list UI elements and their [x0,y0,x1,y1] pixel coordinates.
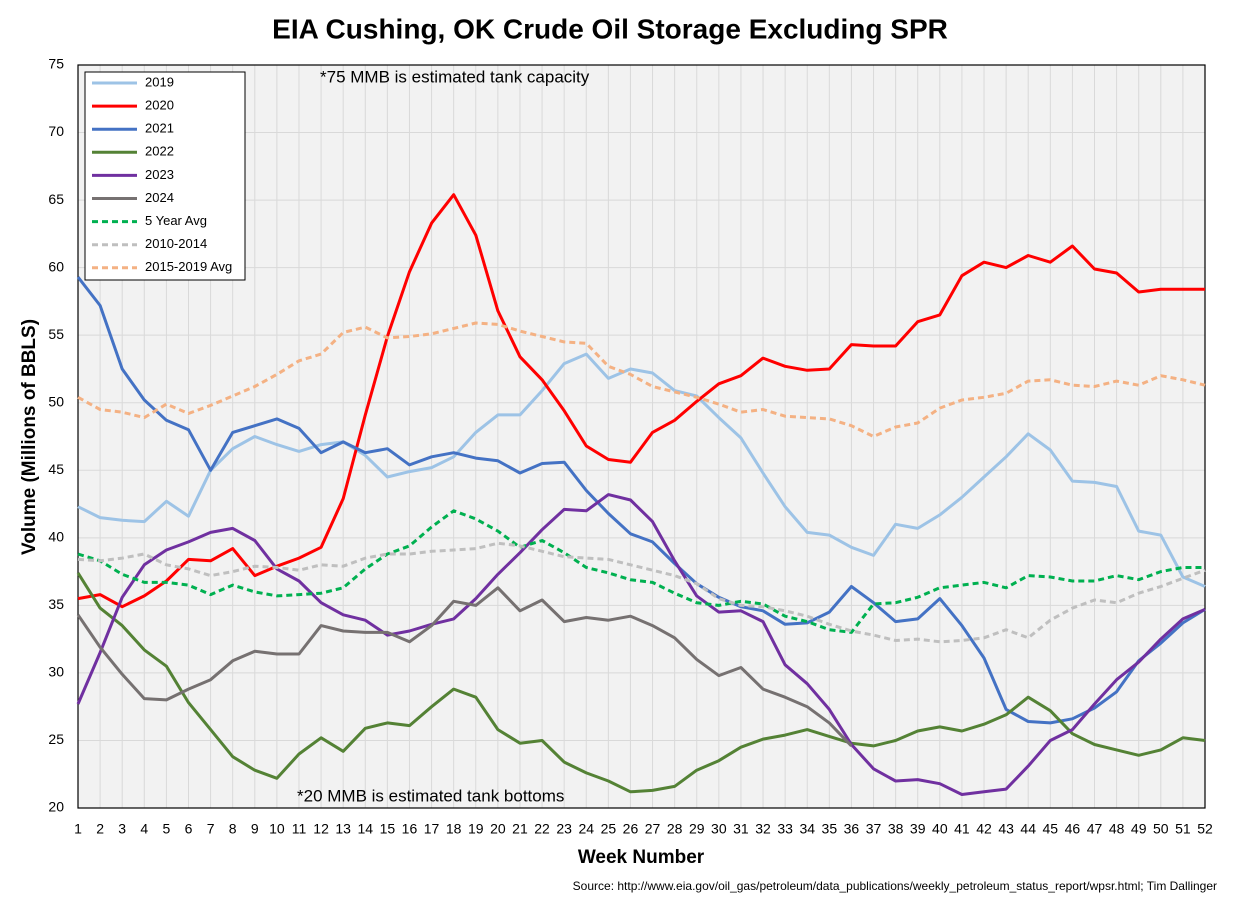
annotation: *20 MMB is estimated tank bottoms [297,786,564,805]
series-line [76,493,1206,796]
legend-label: 5 Year Avg [145,213,207,228]
x-tick-label: 13 [335,821,351,837]
x-tick-label: 49 [1131,821,1147,837]
x-tick-label: 51 [1175,821,1191,837]
series-line [76,572,1206,794]
x-tick-label: 42 [976,821,992,837]
x-tick-label: 29 [689,821,705,837]
y-tick-label: 35 [48,596,64,612]
x-tick-label: 23 [556,821,572,837]
legend: 2019 2020 2021 2022 2023 2024 5 Year Avg 2010-2… [84,71,246,281]
x-tick-label: 7 [207,821,215,837]
y-tick-label: 25 [48,731,64,747]
y-tick-label: 45 [48,461,64,477]
x-tick-label: 38 [888,821,904,837]
x-tick-label: 11 [292,821,307,837]
x-tick-label: 24 [578,821,594,837]
x-tick-label: 37 [866,821,882,837]
y-tick-label: 55 [48,326,64,342]
x-tick-label: 39 [910,821,926,837]
x-tick-label: 4 [140,821,148,837]
x-tick-label: 50 [1153,821,1169,837]
annotation: *75 MMB is estimated tank capacity [320,67,590,86]
x-tick-label: 2 [96,821,104,837]
x-tick-label: 21 [512,821,528,837]
x-tick-label: 31 [733,821,749,837]
x-tick-label: 22 [534,821,550,837]
legend-label: 2015-2019 Avg [145,259,232,274]
series-line [77,193,1205,609]
x-tick-label: 25 [601,821,617,837]
x-tick-label: 20 [490,821,506,837]
x-tick-label: 47 [1087,821,1103,837]
series-line [76,586,853,747]
x-tick-label: 27 [645,821,661,837]
x-tick-label: 44 [1020,821,1036,837]
y-tick-label: 20 [48,799,64,815]
x-tick-label: 5 [162,821,170,837]
x-tick-label: 35 [822,821,838,837]
x-tick-label: 17 [424,821,440,837]
x-tick-label: 45 [1043,821,1059,837]
x-tick-label: 48 [1109,821,1125,837]
x-tick-label: 52 [1197,821,1213,837]
y-tick-label: 65 [48,191,64,207]
x-tick-label: 6 [185,821,193,837]
y-tick-label: 70 [48,123,64,139]
x-tick-label: 32 [755,821,771,837]
legend-label: 2024 [145,190,174,205]
x-tick-label: 28 [667,821,683,837]
x-tick-label: 19 [468,821,484,837]
series-line [77,352,1206,588]
x-tick-label: 15 [380,821,396,837]
series-line [77,541,1206,644]
x-tick-label: 36 [844,821,860,837]
legend-label: 2022 [145,144,174,159]
y-tick-label: 75 [48,56,64,72]
y-axis-label: Volume (Millions of BBLS) [19,319,40,555]
x-tick-label: 1 [74,821,82,837]
plot-frame [77,64,1206,809]
legend-label: 2023 [145,167,174,182]
x-tick-label: 33 [777,821,793,837]
series-line [76,276,1206,725]
y-tick-label: 40 [48,529,64,545]
y-tick-label: 60 [48,258,64,274]
x-tick-label: 9 [251,821,259,837]
series-line [77,321,1206,438]
x-tick-label: 3 [118,821,126,837]
x-tick-label: 8 [229,821,237,837]
chart-title: EIA Cushing, OK Crude Oil Storage Exclud… [272,13,948,44]
x-tick-label: 12 [313,821,329,837]
x-tick-label: 26 [623,821,639,837]
legend-label: 2010-2014 [145,236,207,251]
x-axis-label: Week Number [578,847,705,868]
x-tick-label: 30 [711,821,727,837]
series-line [77,509,1205,634]
legend-label: 2020 [145,98,174,113]
legend-label: 2021 [145,121,174,136]
x-tick-label: 41 [954,821,970,837]
x-tick-label: 14 [357,821,373,837]
plot-area [78,65,1205,808]
x-tick-label: 34 [799,821,815,837]
y-tick-label: 50 [48,393,64,409]
legend-label: 2019 [145,74,174,89]
x-tick-label: 43 [998,821,1014,837]
x-tick-label: 46 [1065,821,1081,837]
source-note: Source: http://www.eia.gov/oil_gas/petro… [573,879,1217,893]
x-tick-label: 10 [269,821,285,837]
y-tick-label: 30 [48,664,64,680]
x-tick-label: 16 [402,821,418,837]
x-tick-label: 40 [932,821,948,837]
x-tick-label: 18 [446,821,462,837]
